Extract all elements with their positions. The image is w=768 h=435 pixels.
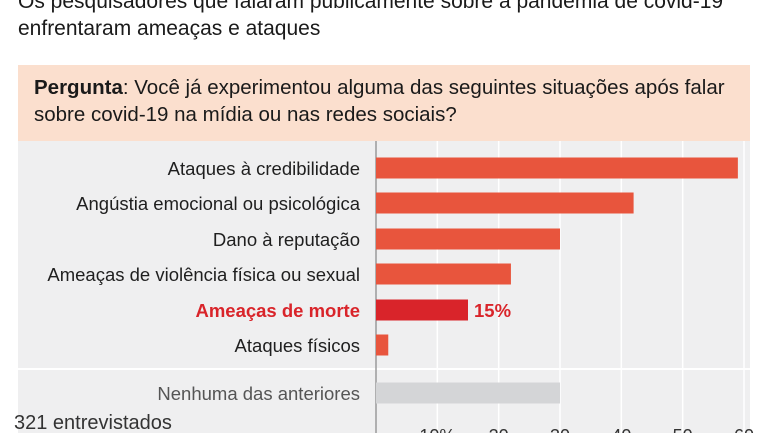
category-label: Dano à reputação [213,229,360,250]
question-text: : Você já experimentou alguma das seguin… [34,76,725,126]
category-label: Ameaças de morte [195,300,360,321]
data-label: 15% [474,300,511,321]
category-label: Nenhuma das anteriores [157,383,360,404]
bar [376,192,634,214]
bar [376,382,560,404]
bar [376,334,389,356]
x-tick-label: 30 [550,426,570,433]
bar [376,228,560,250]
question-label: Pergunta [34,76,123,99]
question-box: Pergunta: Você já experimentou alguma da… [18,65,750,141]
x-tick-label: 50 [673,426,693,433]
category-label: Ataques à credibilidade [168,158,360,179]
bar [376,299,468,321]
x-tick-label: 60 [734,426,754,433]
x-tick-label: 40 [611,426,631,433]
bar [376,263,511,285]
x-tick-label: 10% [419,426,455,433]
chart-title: Os pesquisadores que falaram publicament… [18,0,724,40]
category-label: Ameaças de violência física ou sexual [47,264,360,285]
respondents-note: 321 entrevistados [14,412,172,434]
category-label: Ataques físicos [235,335,360,356]
category-label: Angústia emocional ou psicológica [76,193,361,214]
x-tick-label: 20 [489,426,509,433]
question: Pergunta: Você já experimentou alguma da… [34,74,734,128]
bar [376,157,738,179]
